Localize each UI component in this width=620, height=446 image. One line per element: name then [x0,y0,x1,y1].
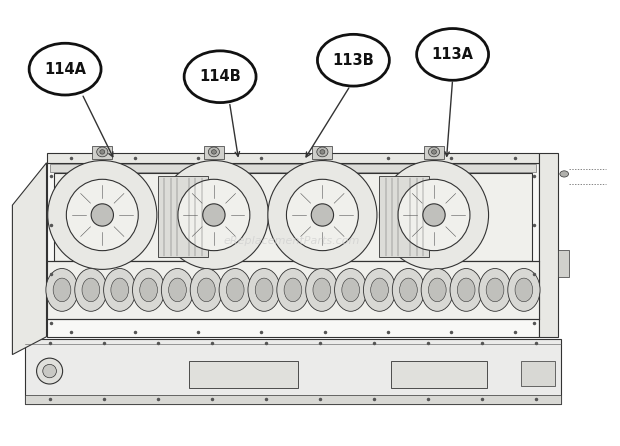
Ellipse shape [248,268,280,311]
Text: 114B: 114B [199,69,241,84]
Ellipse shape [421,268,453,311]
Bar [50,164,536,172]
Ellipse shape [379,161,489,269]
Bar [391,361,487,388]
Ellipse shape [335,268,367,311]
Bar [46,153,539,163]
Bar [379,176,429,257]
Ellipse shape [53,278,71,301]
Ellipse shape [423,204,445,226]
Ellipse shape [161,268,193,311]
Ellipse shape [211,150,216,154]
Ellipse shape [277,268,309,311]
Ellipse shape [479,268,511,311]
Ellipse shape [450,268,482,311]
Ellipse shape [306,268,338,311]
Circle shape [29,43,101,95]
Ellipse shape [208,147,219,157]
Ellipse shape [371,278,388,301]
Bar [46,163,539,337]
Ellipse shape [226,278,244,301]
Ellipse shape [82,278,100,301]
Ellipse shape [169,278,187,301]
Ellipse shape [428,147,440,157]
Ellipse shape [255,278,273,301]
Bar [312,146,332,159]
Ellipse shape [100,150,105,154]
Bar [558,250,569,277]
Bar [92,146,112,159]
Bar [25,395,561,404]
Bar [204,146,224,159]
Ellipse shape [342,278,360,301]
Ellipse shape [190,268,223,311]
Ellipse shape [178,179,250,251]
Bar [46,261,539,319]
Ellipse shape [508,268,540,311]
Ellipse shape [111,278,128,301]
Circle shape [184,51,256,103]
Text: eReplacementParts.com: eReplacementParts.com [223,236,360,246]
Ellipse shape [203,204,225,226]
Ellipse shape [140,278,157,301]
Bar [25,339,561,404]
Ellipse shape [268,161,377,269]
Ellipse shape [104,268,136,311]
Ellipse shape [91,204,113,226]
Bar [539,153,558,337]
Ellipse shape [428,278,446,301]
Text: 113B: 113B [332,53,374,68]
Ellipse shape [399,278,417,301]
Ellipse shape [311,204,334,226]
Ellipse shape [66,179,138,251]
Ellipse shape [75,268,107,311]
Ellipse shape [219,268,251,311]
Text: 114A: 114A [44,62,86,77]
Ellipse shape [313,278,330,301]
Ellipse shape [432,150,436,154]
Ellipse shape [48,161,157,269]
Polygon shape [12,163,46,355]
Circle shape [560,171,569,177]
Ellipse shape [46,268,78,311]
Ellipse shape [515,278,533,301]
Ellipse shape [392,268,425,311]
Text: 113A: 113A [432,47,474,62]
Bar [189,361,298,388]
Ellipse shape [159,161,268,269]
Ellipse shape [198,278,215,301]
Bar [158,176,208,257]
Ellipse shape [37,358,63,384]
Ellipse shape [97,147,108,157]
Ellipse shape [317,147,328,157]
Circle shape [417,29,489,80]
Ellipse shape [458,278,475,301]
Ellipse shape [320,150,325,154]
Ellipse shape [43,364,56,378]
Circle shape [317,34,389,86]
Bar [54,173,532,261]
Ellipse shape [363,268,396,311]
Bar [424,146,444,159]
Ellipse shape [284,278,302,301]
Ellipse shape [486,278,504,301]
Ellipse shape [133,268,165,311]
Bar [521,361,555,386]
Ellipse shape [398,179,470,251]
Ellipse shape [286,179,358,251]
